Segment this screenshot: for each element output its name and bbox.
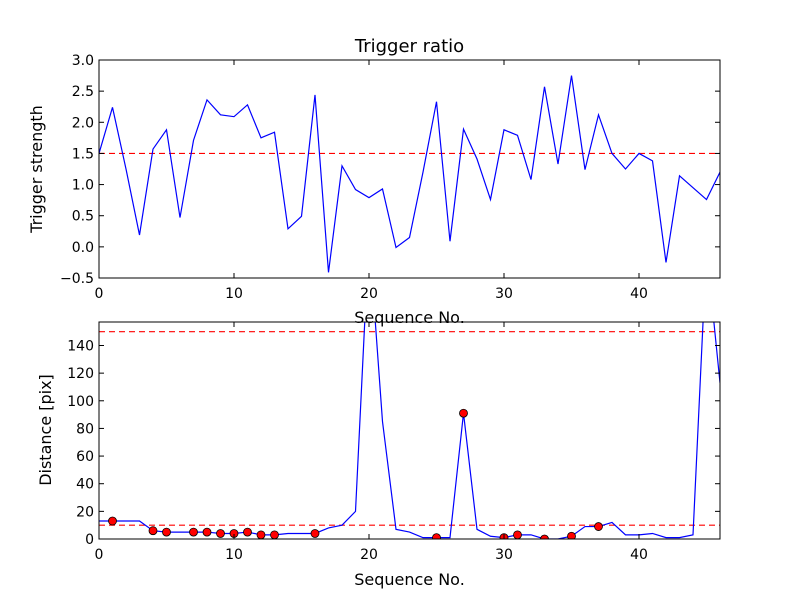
y-tick-label: 80 [76,421,94,437]
data-point [189,527,198,537]
data-point [432,533,441,539]
y-tick-label: 2.0 [72,115,94,131]
y-tick-label: 100 [67,394,94,410]
x-tick-label: 30 [495,547,513,563]
data-point [162,527,171,537]
y-tick-label: 0.0 [72,240,94,256]
data-point [216,529,225,538]
data-point [270,530,279,539]
y-axis-label: Distance [pix] [36,374,55,486]
x-axis-label: Sequence No. [354,570,465,589]
y-tick-label: 0 [85,532,94,548]
x-tick-label: 20 [360,547,378,563]
plot-frame [98,321,721,540]
y-tick-label: 20 [76,504,94,520]
x-tick-label: 0 [95,547,104,563]
trigger-ratio-chart: Trigger ratio 0 10 20 30 40 −0.5 0.0 0.5 1.0 1.5 2… [27,36,721,327]
y-tick-label: 140 [67,338,94,354]
data-point [243,527,252,537]
y-tick-label: 60 [76,449,94,465]
y-tick-label: 40 [76,477,94,493]
y-tick-label: −0.5 [60,271,94,287]
y-tick-label: 3.0 [72,53,94,69]
data-point [459,408,468,418]
y-tick-label: 1.0 [72,178,94,194]
x-tick-label: 40 [630,547,648,563]
plot-frame [98,59,721,279]
data-point [594,522,603,531]
x-axis-label: Sequence No. [354,308,465,327]
data-point [567,531,576,539]
y-tick-label: 2.5 [72,84,94,100]
x-tick-label: 10 [225,286,243,302]
data-point [148,526,158,536]
y-tick-label: 120 [67,366,94,382]
series-line [99,75,720,273]
y-tick-label: 0.5 [72,209,94,225]
data-point [108,516,117,526]
chart-title: Trigger ratio [354,36,464,57]
x-tick-label: 10 [225,547,243,563]
x-tick-label: 40 [630,286,648,302]
y-tick-label: 1.5 [72,146,94,162]
x-tick-label: 20 [360,286,378,302]
data-point [202,527,212,537]
data-point [540,534,549,539]
x-tick-label: 0 [95,286,104,302]
series-line [99,322,720,539]
distance-chart: 0 10 20 30 40 0 20 40 60 80 100 120 140 Sequence No.… [36,321,721,589]
data-point [256,530,266,539]
data-point [310,529,320,538]
data-point [513,530,522,539]
y-axis-label: Trigger strength [27,105,46,234]
x-tick-label: 30 [495,286,513,302]
